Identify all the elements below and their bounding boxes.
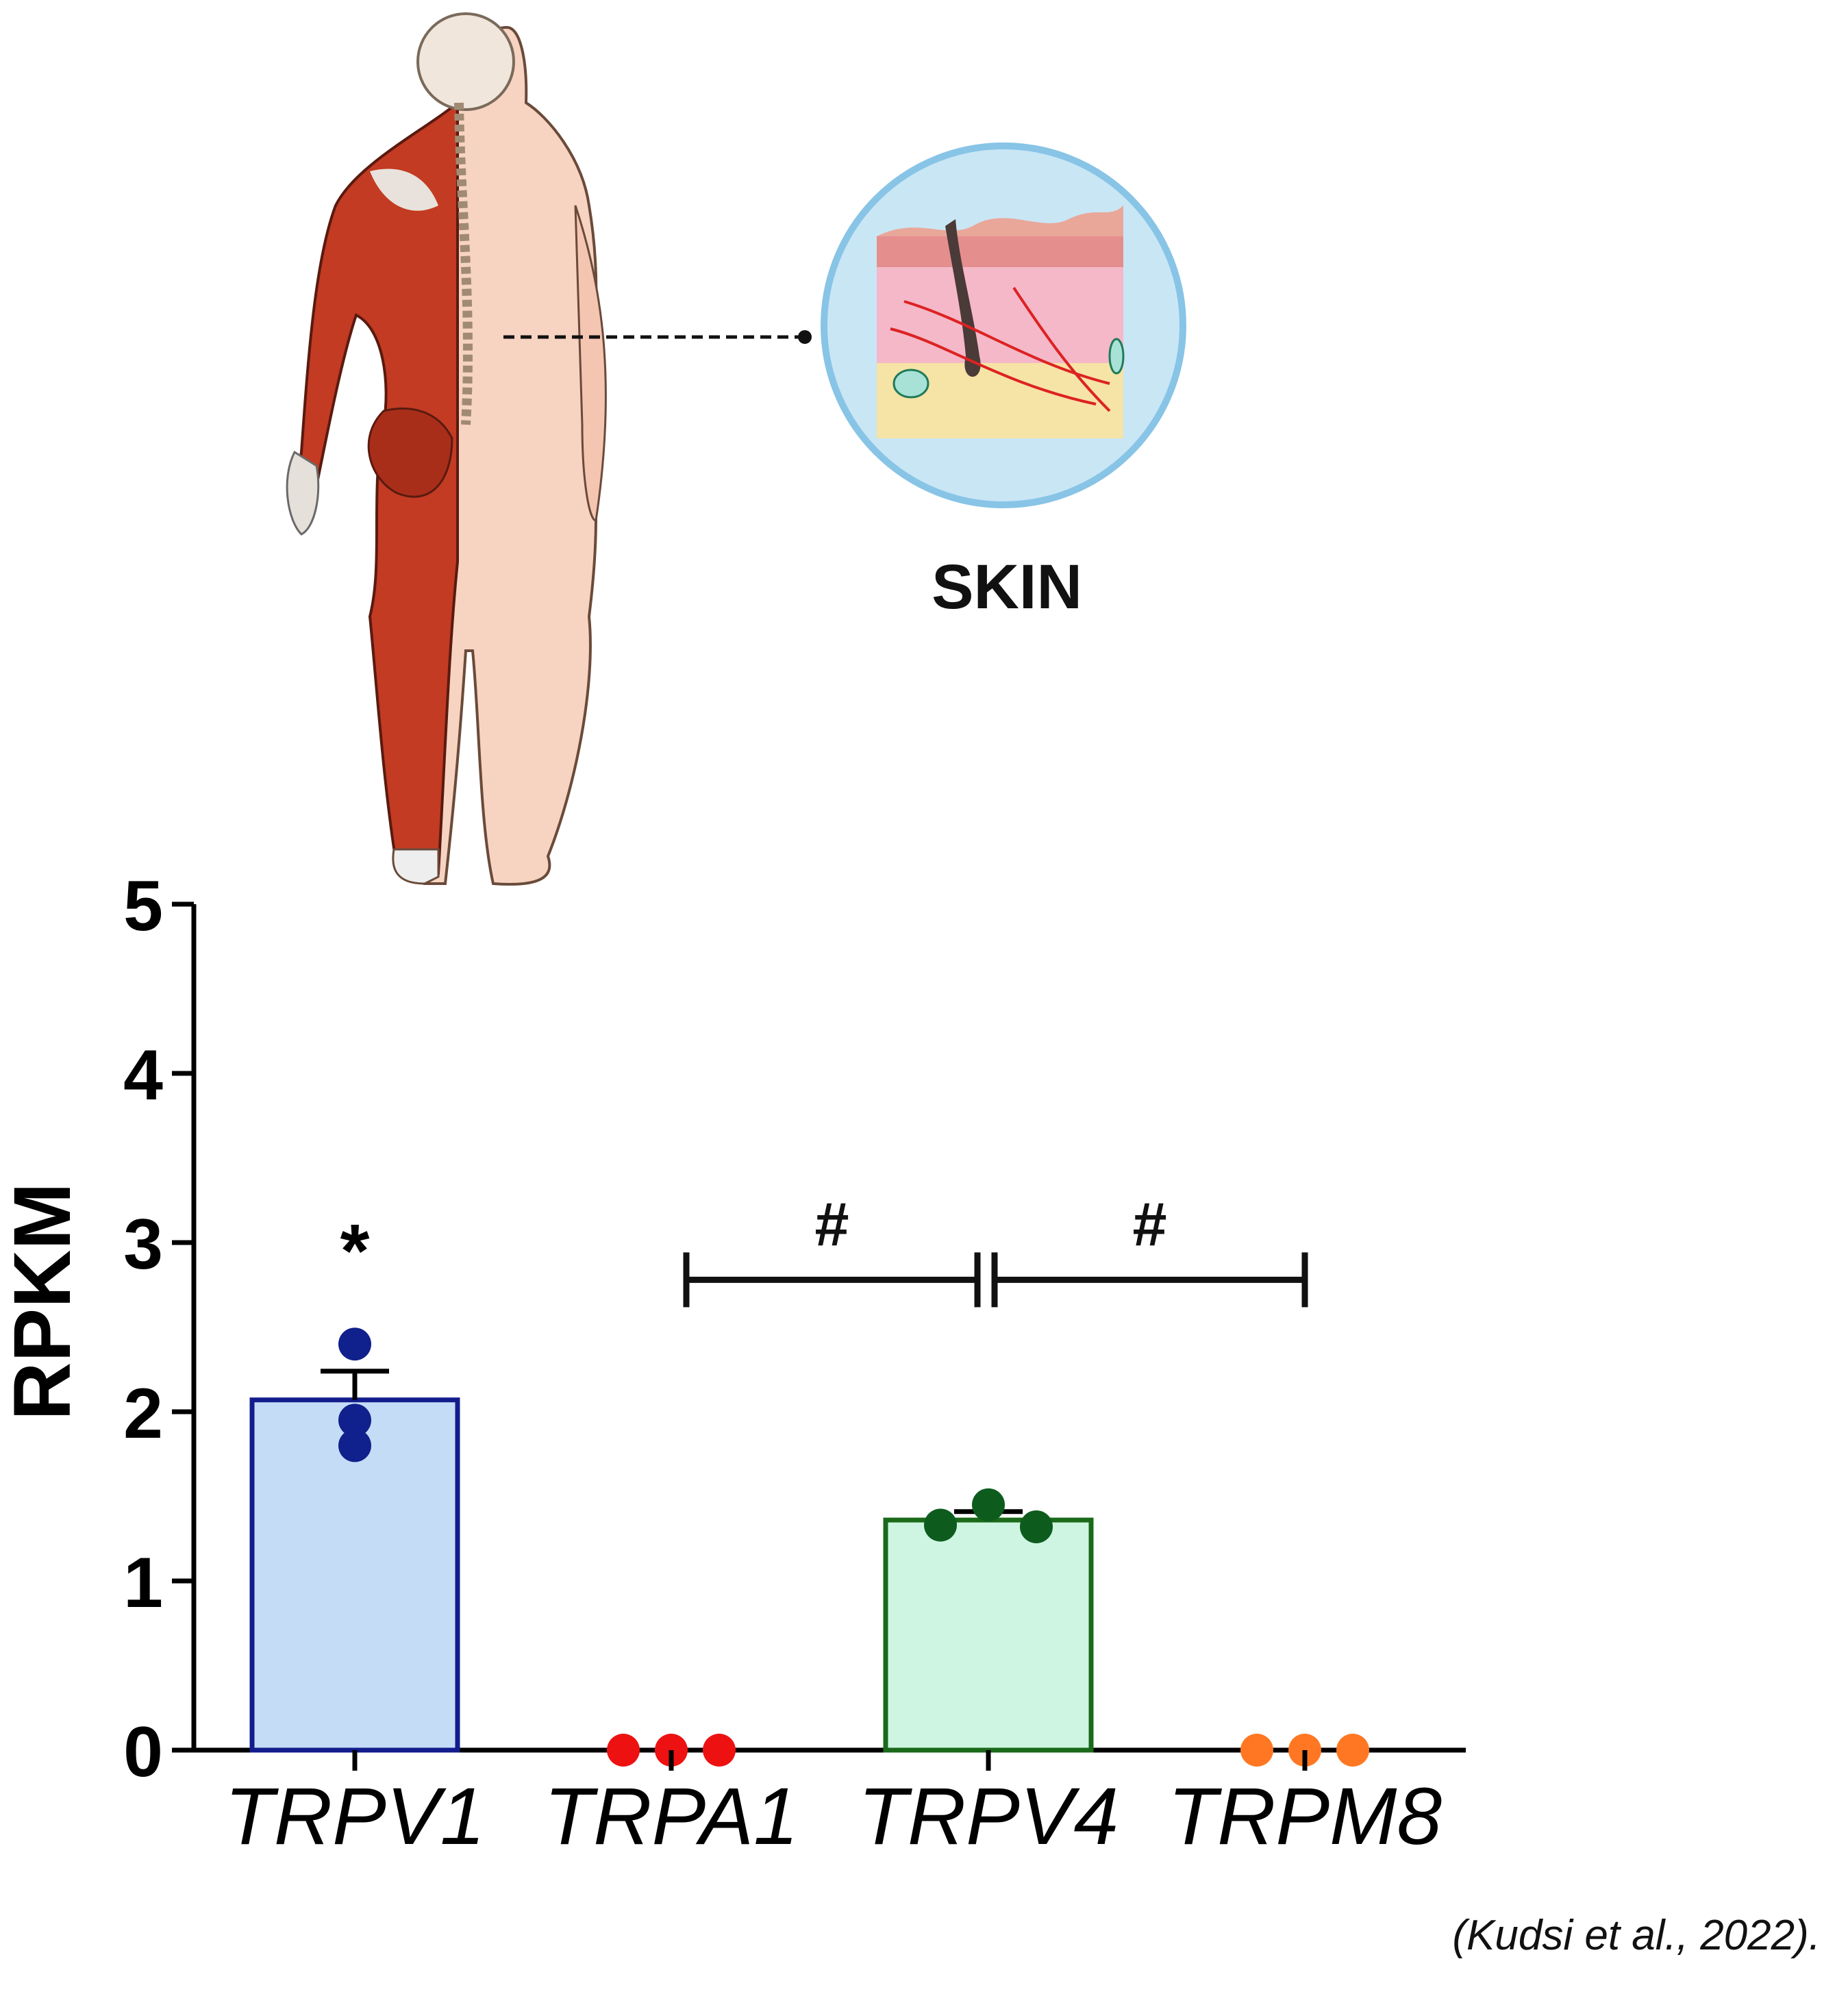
data-point	[703, 1734, 736, 1767]
skin-cross-section-icon	[821, 142, 1186, 508]
x-tick-label-trpv4: TRPV4	[858, 1771, 1119, 1862]
data-point	[1240, 1734, 1273, 1767]
connector-line	[503, 330, 812, 344]
data-point	[1336, 1734, 1369, 1767]
x-tick-label-trpa1: TRPA1	[544, 1771, 799, 1862]
significance-star: *	[340, 1209, 370, 1293]
data-point	[972, 1488, 1005, 1521]
human-back-muscle-anatomy-icon	[286, 12, 607, 886]
data-point	[338, 1327, 371, 1361]
bar-trpv4	[883, 1517, 1094, 1753]
data-point	[924, 1508, 957, 1542]
significance-hash: #	[1132, 1191, 1166, 1259]
data-point	[607, 1734, 640, 1767]
y-axis-title: RPKM	[0, 1182, 88, 1420]
bar-chart: 0 1 2 3 4 5 TRPV1 TRPA1 TRPV4 TRPM8 * # # RPKM	[0, 867, 1466, 1862]
skin-label: SKIN	[932, 552, 1082, 622]
y-tick-label: 3	[123, 1205, 163, 1284]
x-tick-label-trpv1: TRPV1	[225, 1771, 485, 1862]
y-tick-label: 0	[123, 1712, 163, 1792]
data-point	[338, 1429, 371, 1462]
y-tick-label: 2	[123, 1374, 163, 1454]
y-tick-label: 1	[123, 1543, 163, 1623]
data-point	[338, 1404, 371, 1437]
y-tick-label: 5	[123, 867, 163, 946]
y-tick-label: 4	[123, 1036, 163, 1115]
significance-hash: #	[814, 1191, 849, 1259]
citation: (Kudsi et al., 2022).	[1452, 1912, 1821, 1959]
data-point	[1020, 1510, 1053, 1543]
x-tick-label-trpm8: TRPM8	[1168, 1771, 1442, 1862]
